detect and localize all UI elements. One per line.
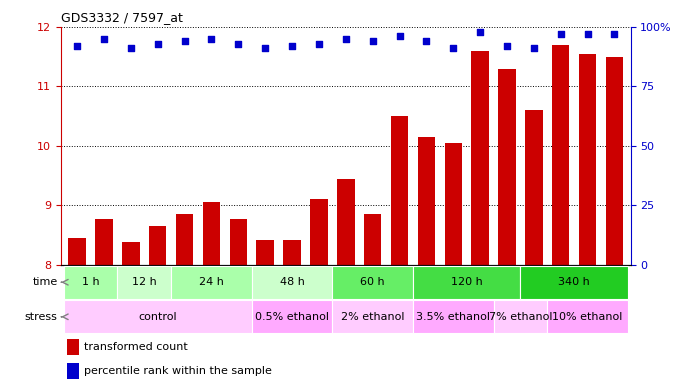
Bar xyxy=(413,266,521,299)
Bar xyxy=(445,143,462,265)
Point xyxy=(153,40,163,46)
Text: percentile rank within the sample: percentile rank within the sample xyxy=(84,366,272,376)
Bar xyxy=(252,266,332,299)
Bar xyxy=(66,339,79,355)
Text: 0.5% ethanol: 0.5% ethanol xyxy=(255,312,329,322)
Bar xyxy=(471,51,489,265)
Bar xyxy=(552,45,570,265)
Bar xyxy=(122,242,140,265)
Text: transformed count: transformed count xyxy=(84,342,188,352)
Point xyxy=(206,36,217,42)
Bar xyxy=(283,240,301,265)
Bar xyxy=(498,68,516,265)
Bar xyxy=(149,226,167,265)
Bar xyxy=(391,116,408,265)
Bar xyxy=(364,214,382,265)
Point xyxy=(260,45,271,51)
Text: 2% ethanol: 2% ethanol xyxy=(341,312,404,322)
Bar xyxy=(332,266,413,299)
Text: 60 h: 60 h xyxy=(360,277,385,287)
Bar xyxy=(525,110,542,265)
Point xyxy=(394,33,405,40)
Point xyxy=(287,43,298,49)
Point xyxy=(609,31,620,37)
Bar xyxy=(176,214,193,265)
Text: 7% ethanol: 7% ethanol xyxy=(489,312,552,322)
Bar xyxy=(230,218,247,265)
Bar xyxy=(252,300,332,333)
Point xyxy=(233,40,244,46)
Bar xyxy=(117,266,171,299)
Point xyxy=(367,38,378,44)
Point xyxy=(125,45,136,51)
Point xyxy=(475,28,485,35)
Bar xyxy=(96,218,113,265)
Bar xyxy=(171,266,252,299)
Point xyxy=(179,38,190,44)
Text: 24 h: 24 h xyxy=(199,277,224,287)
Text: GDS3332 / 7597_at: GDS3332 / 7597_at xyxy=(61,11,183,24)
Point xyxy=(582,31,593,37)
Bar xyxy=(418,137,435,265)
Point xyxy=(528,45,539,51)
Bar xyxy=(68,238,86,265)
Point xyxy=(502,43,513,49)
Text: 48 h: 48 h xyxy=(279,277,304,287)
Bar xyxy=(521,266,628,299)
Text: stress: stress xyxy=(25,312,58,322)
Bar xyxy=(64,266,117,299)
Point xyxy=(447,45,458,51)
Text: 340 h: 340 h xyxy=(558,277,590,287)
Bar xyxy=(256,240,274,265)
Bar xyxy=(332,300,413,333)
Bar xyxy=(605,56,623,265)
Bar xyxy=(203,202,220,265)
Text: 10% ethanol: 10% ethanol xyxy=(553,312,623,322)
Bar xyxy=(64,300,252,333)
Text: 1 h: 1 h xyxy=(82,277,100,287)
Point xyxy=(421,38,432,44)
Text: time: time xyxy=(33,277,58,287)
Bar xyxy=(579,54,596,265)
Point xyxy=(555,31,566,37)
Text: 3.5% ethanol: 3.5% ethanol xyxy=(416,312,490,322)
Bar xyxy=(66,363,79,379)
Point xyxy=(313,40,324,46)
Point xyxy=(340,36,351,42)
Bar xyxy=(547,300,628,333)
Bar xyxy=(413,300,494,333)
Bar xyxy=(311,200,327,265)
Bar xyxy=(494,300,547,333)
Text: 120 h: 120 h xyxy=(451,277,483,287)
Text: 12 h: 12 h xyxy=(132,277,157,287)
Point xyxy=(98,36,109,42)
Bar xyxy=(337,179,355,265)
Text: control: control xyxy=(138,312,177,322)
Point xyxy=(72,43,83,49)
